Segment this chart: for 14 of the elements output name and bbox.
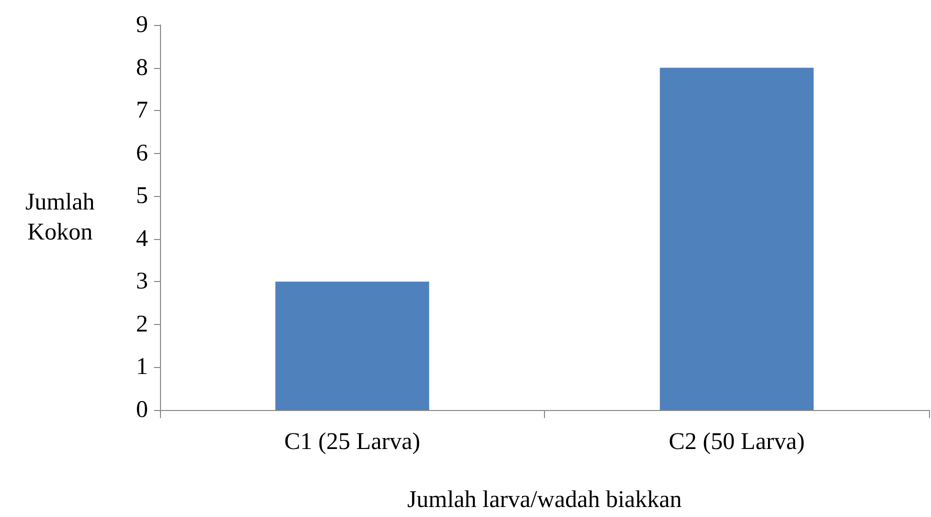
x-axis-title: Jumlah larva/wadah biakkan [407,487,682,513]
y-tick-label: 3 [136,268,148,295]
y-tick-label: 2 [136,311,148,338]
y-tick-label: 8 [136,54,148,81]
y-tick-label: 4 [136,226,148,252]
x-tick-label: C1 (25 Larva) [284,429,420,455]
y-tick-label: 5 [136,183,148,210]
y-axis-title: Jumlah Kokon [25,190,95,246]
y-tick-label: 0 [136,397,148,423]
y-tick-label: 7 [136,98,148,124]
y-tick-label: 6 [136,140,148,166]
y-tick-label: 9 [136,12,148,38]
y-tick-label: 1 [136,354,148,380]
x-tick-label: C2 (50 Larva) [668,429,805,455]
